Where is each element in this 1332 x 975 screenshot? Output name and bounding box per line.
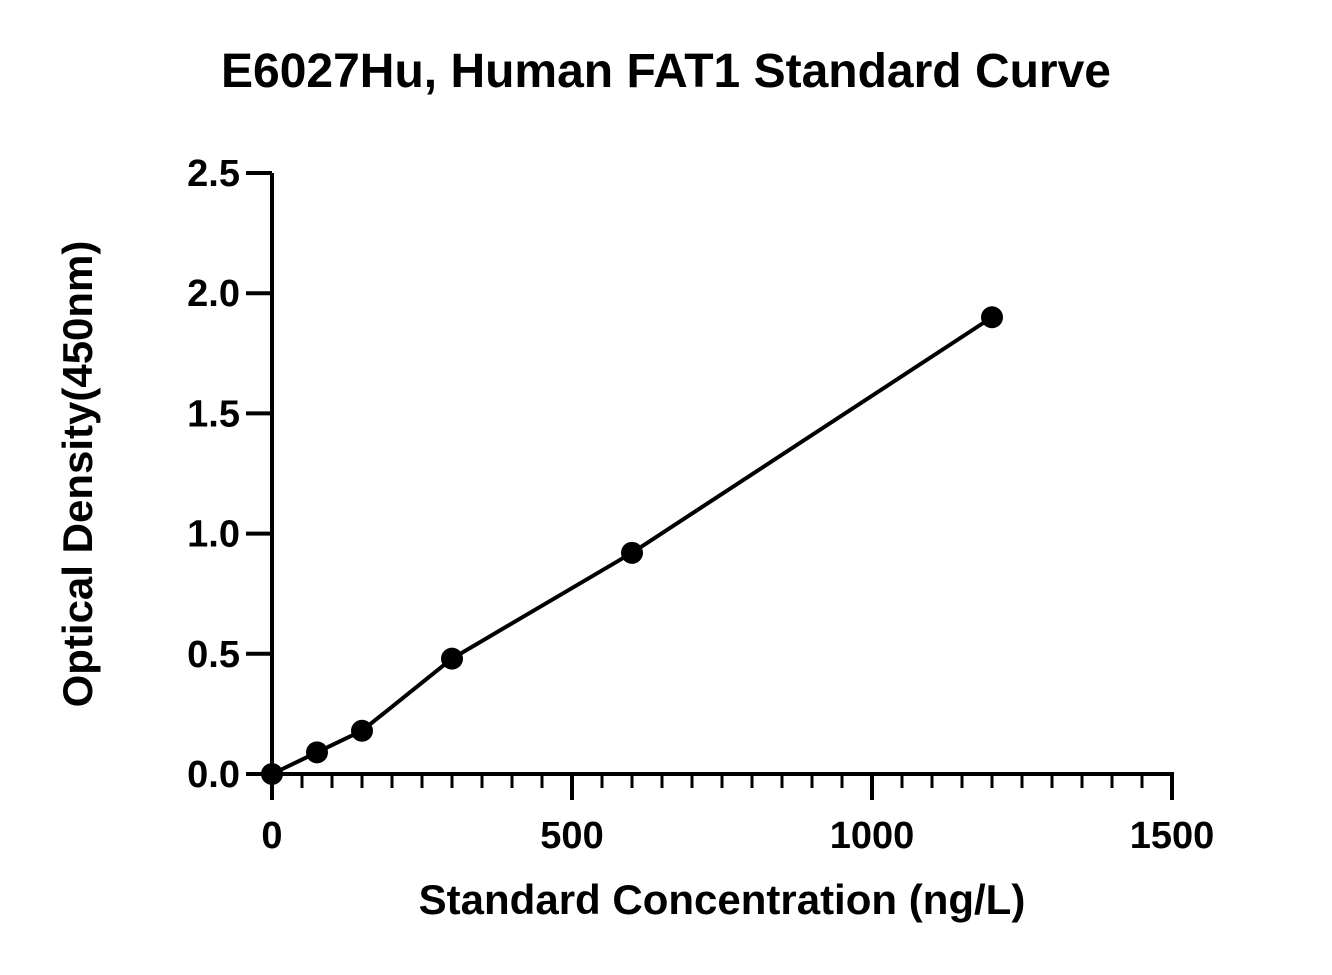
data-point <box>351 719 373 742</box>
x-tick-label: 0 <box>261 815 282 857</box>
y-tick-label: 2.5 <box>187 153 240 195</box>
y-tick-label: 2.0 <box>187 273 240 315</box>
y-tick-label: 1.5 <box>187 393 240 435</box>
x-axis-label: Standard Concentration (ng/L) <box>418 876 1026 923</box>
data-point <box>621 541 643 564</box>
x-tick-label: 1500 <box>1130 815 1215 857</box>
y-tick-label: 0.0 <box>187 754 240 796</box>
x-tick-label: 500 <box>540 815 603 857</box>
data-point <box>306 741 328 764</box>
x-tick-label: 1000 <box>830 815 915 857</box>
chart-title: E6027Hu, Human FAT1 Standard Curve <box>220 45 1111 98</box>
data-point <box>441 647 463 670</box>
data-point <box>981 306 1003 329</box>
y-tick-label: 1.0 <box>187 514 240 556</box>
data-point <box>261 763 283 785</box>
y-tick-label: 0.5 <box>187 634 240 676</box>
